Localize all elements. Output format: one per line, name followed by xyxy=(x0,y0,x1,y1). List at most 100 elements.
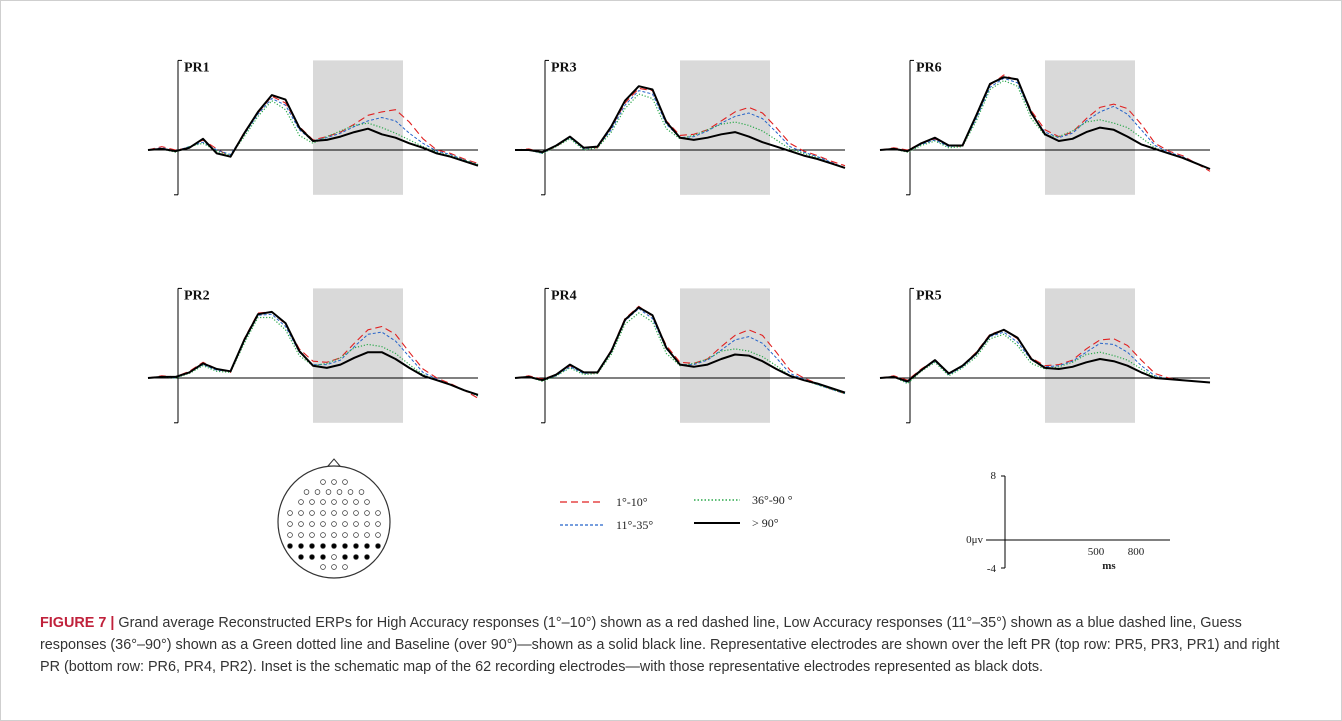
electrode xyxy=(331,521,337,527)
electrode xyxy=(320,532,326,538)
electrode xyxy=(331,479,337,485)
electrode-representative xyxy=(287,543,293,549)
figure-label-separator: | xyxy=(106,615,119,631)
panel-title: PR3 xyxy=(551,60,577,75)
electrode-head-map xyxy=(277,458,391,579)
nose-shape xyxy=(326,458,342,467)
electrode xyxy=(314,489,321,495)
electrode xyxy=(287,532,293,538)
electrode xyxy=(375,510,381,516)
erp-panel-pr3: PR3 xyxy=(514,59,846,196)
electrode xyxy=(364,510,370,516)
erp-waveform-high xyxy=(147,311,479,399)
electrode xyxy=(331,499,337,505)
panel-title: PR2 xyxy=(184,288,210,303)
electrode-representative xyxy=(364,543,370,549)
electrode xyxy=(347,489,354,495)
legend-label-high: 1°-10° xyxy=(616,495,648,509)
scale-x-unit: ms xyxy=(1102,560,1116,572)
erp-waveform-baseline xyxy=(147,310,479,396)
electrode xyxy=(331,554,337,560)
electrode xyxy=(287,521,293,527)
electrode-representative xyxy=(309,554,315,560)
electrode xyxy=(309,499,315,505)
electrode-dots xyxy=(287,479,381,570)
electrode xyxy=(353,499,359,505)
electrode-representative xyxy=(364,554,370,560)
erp-waveform-baseline xyxy=(147,94,479,167)
electrode xyxy=(298,499,304,505)
electrode xyxy=(358,489,365,495)
electrode-representative xyxy=(320,554,326,560)
legend-label-baseline: > 90° xyxy=(752,516,779,530)
electrode-representative xyxy=(298,554,304,560)
electrode xyxy=(342,532,348,538)
panel-title: PR5 xyxy=(916,288,942,303)
electrode xyxy=(331,510,337,516)
scale-y-top-label: 8 xyxy=(991,470,997,482)
figure-label: FIGURE 7 xyxy=(40,615,107,631)
electrode xyxy=(298,532,304,538)
shaded-window xyxy=(1045,288,1135,423)
electrode-representative xyxy=(309,543,315,549)
electrode xyxy=(309,521,315,527)
electrode xyxy=(309,532,315,538)
erp-panel-pr5: PR5 xyxy=(879,287,1211,424)
scale-y-bottom-label: -4 xyxy=(987,563,997,575)
electrode xyxy=(320,499,326,505)
shaded-window xyxy=(680,288,770,423)
shaded-window xyxy=(313,60,403,195)
electrode xyxy=(336,489,343,495)
electrode xyxy=(375,521,381,527)
erp-waveform-guess xyxy=(879,80,1211,170)
electrode xyxy=(342,499,348,505)
electrode xyxy=(325,489,332,495)
erp-waveform-guess xyxy=(147,100,479,166)
electrode xyxy=(342,521,348,527)
electrode xyxy=(342,479,348,485)
legend-label-low: 11°-35° xyxy=(616,518,653,532)
erp-waveform-low xyxy=(879,77,1211,170)
electrode-representative xyxy=(298,543,304,549)
erp-waveform-low xyxy=(879,331,1211,383)
erp-panels: PR1 PR3 PR6 PR2 PR4 PR5 xyxy=(147,59,1211,424)
scale-x-tick-800: 800 xyxy=(1128,546,1145,558)
electrode xyxy=(303,489,310,495)
electrode-representative xyxy=(342,543,348,549)
electrode xyxy=(353,510,359,516)
electrode xyxy=(298,510,304,516)
erp-waveform-guess xyxy=(879,333,1211,385)
panel-title: PR1 xyxy=(184,60,210,75)
electrode xyxy=(320,510,326,516)
electrode-representative xyxy=(342,554,348,560)
legend: 1°-10° 36°-90 ° 11°-35° > 90° xyxy=(560,493,793,532)
scale-inset: 8 0μv -4 500 800 ms xyxy=(966,470,1170,575)
electrode xyxy=(364,499,370,505)
electrode xyxy=(298,521,304,527)
erp-panel-pr1: PR1 xyxy=(147,59,479,196)
erp-waveform-guess xyxy=(515,93,846,169)
erp-waveform-guess xyxy=(147,316,479,397)
erp-waveform-low xyxy=(147,313,479,397)
electrode-representative xyxy=(353,543,359,549)
erp-panel-pr4: PR4 xyxy=(514,287,846,424)
shaded-window xyxy=(1045,60,1135,195)
erp-panel-pr2: PR2 xyxy=(147,287,479,424)
figure-caption-text: Grand average Reconstructed ERPs for Hig… xyxy=(40,615,1280,675)
erp-waveform-baseline xyxy=(879,328,1211,384)
electrode xyxy=(320,479,326,485)
legend-label-guess: 36°-90 ° xyxy=(752,493,793,507)
erp-waveform-baseline xyxy=(879,76,1211,170)
shaded-window xyxy=(680,60,770,195)
erp-waveform-baseline xyxy=(514,306,846,394)
erp-panel-pr6: PR6 xyxy=(879,59,1211,196)
electrode xyxy=(353,521,359,527)
electrode-representative xyxy=(353,554,359,560)
electrode xyxy=(364,532,370,538)
electrode xyxy=(320,521,326,527)
electrode xyxy=(331,532,337,538)
electrode xyxy=(364,521,370,527)
electrode xyxy=(287,510,293,516)
